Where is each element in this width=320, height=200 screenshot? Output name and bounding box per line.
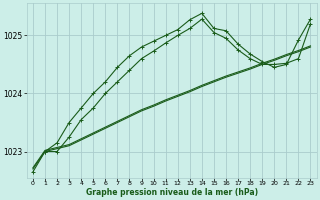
X-axis label: Graphe pression niveau de la mer (hPa): Graphe pression niveau de la mer (hPa) [86,188,258,197]
